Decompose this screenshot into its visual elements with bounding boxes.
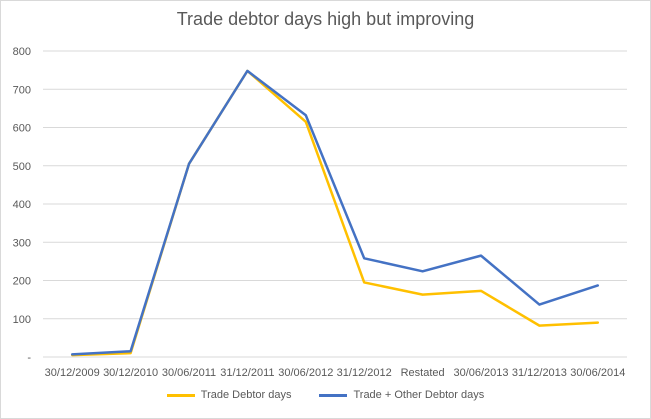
x-tick-label: 30/06/2013 <box>453 367 508 379</box>
legend: Trade Debtor days Trade + Other Debtor d… <box>1 389 650 401</box>
x-tick-label: 30/06/2012 <box>278 367 333 379</box>
x-tick-label: 31/12/2011 <box>220 367 274 379</box>
x-tick-label: 30/12/2010 <box>103 367 158 379</box>
y-tick-label: 400 <box>13 199 31 211</box>
legend-label-trade: Trade Debtor days <box>200 389 292 401</box>
y-tick-label: 800 <box>13 46 31 58</box>
y-tick-label: 300 <box>13 237 31 249</box>
x-tick-label: 30/06/2011 <box>162 367 216 379</box>
x-tick-label: Restated <box>401 367 445 379</box>
legend-swatch-trade-other <box>319 393 348 397</box>
chart-title: Trade debtor days high but improving <box>176 9 475 29</box>
x-tick-label: 30/12/2009 <box>45 367 100 379</box>
y-tick-label: 200 <box>13 276 31 288</box>
x-tick-label: 30/06/2014 <box>570 367 625 379</box>
y-tick-label: 500 <box>13 161 31 173</box>
y-tick-label: - <box>27 352 31 364</box>
legend-item-trade-debtor-days: Trade Debtor days <box>166 389 292 401</box>
y-tick-label: 100 <box>13 314 31 326</box>
legend-swatch-trade <box>166 393 195 397</box>
legend-label-trade-other: Trade + Other Debtor days <box>353 389 485 401</box>
y-tick-label: 600 <box>13 123 31 135</box>
legend-item-trade-other-debtor-days: Trade + Other Debtor days <box>319 389 484 401</box>
x-tick-label: 31/12/2012 <box>337 367 392 379</box>
series-line-1 <box>70 69 600 356</box>
y-tick-label: 700 <box>13 84 31 96</box>
series-line-0 <box>70 69 600 357</box>
x-tick-label: 31/12/2013 <box>512 367 567 379</box>
